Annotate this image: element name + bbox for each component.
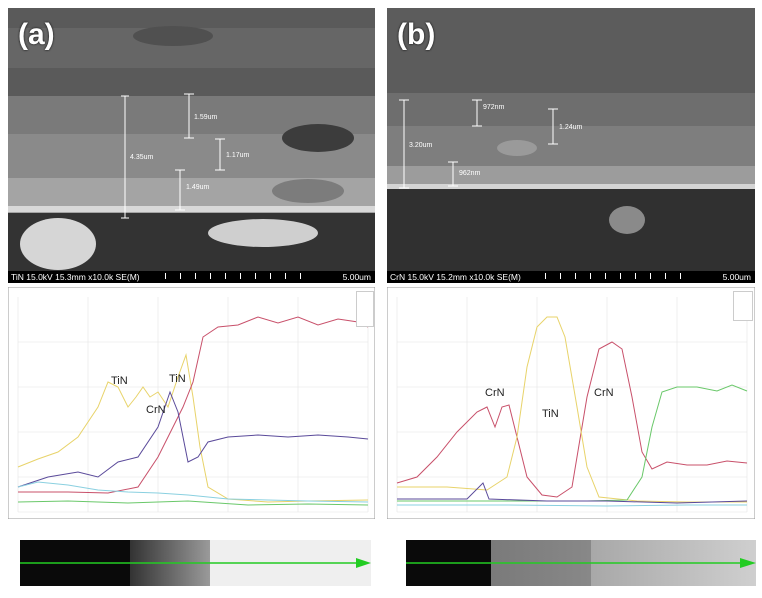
- series-line: [397, 316, 747, 503]
- profile-strip-b: [406, 540, 756, 586]
- sem-texture-b: [387, 8, 755, 273]
- measurement-label: 3.20um: [409, 142, 433, 149]
- sem-image-a: (a) 1.59um 4.35um 1.17um 1.49um TiN 15.: [8, 8, 375, 283]
- series-line: [397, 384, 748, 502]
- measurement-label: 962nm: [459, 170, 481, 177]
- panel-b: (b) 972nm 1.24um 3.20um 962nm CrN 15.0k: [381, 0, 762, 598]
- series-line: [17, 353, 369, 503]
- scan-arrow: [20, 558, 371, 568]
- line-profile-a: TiN TiN CrN: [8, 287, 375, 519]
- panel-label-a: (a): [18, 18, 55, 51]
- profile-strip-a: [20, 540, 371, 586]
- sem-info-text: CrN 15.0kV 15.2mm x10.0k SE(M): [390, 272, 521, 282]
- series-line: [18, 316, 369, 494]
- peak-label: TiN: [111, 375, 128, 387]
- sem-texture-a: [8, 8, 375, 273]
- panel-label-b: (b): [397, 18, 436, 51]
- series-line: [17, 481, 369, 503]
- scale-label: 5.00um: [342, 272, 371, 282]
- peak-label: CrN: [594, 387, 614, 399]
- peak-label: TiN: [542, 408, 559, 420]
- measurement-label: 972nm: [483, 104, 505, 111]
- peak-label: CrN: [485, 387, 505, 399]
- profile-graph-a: [8, 287, 375, 519]
- panel-a: (a) 1.59um 4.35um 1.17um 1.49um TiN 15.: [8, 8, 375, 586]
- peak-label: CrN: [146, 404, 166, 416]
- measurement-label: 1.59um: [194, 114, 218, 121]
- sem-image-b: (b) 972nm 1.24um 3.20um 962nm CrN 15.0k: [387, 8, 755, 283]
- scale-bar: [545, 273, 695, 279]
- legend-box: [733, 291, 753, 321]
- series-line: [17, 500, 369, 506]
- sem-info-bar-a: TiN 15.0kV 15.3mm x10.0k SE(M) 5.00um: [8, 271, 375, 283]
- measurement-label: 1.49um: [186, 184, 210, 191]
- sem-info-text: TiN 15.0kV 15.3mm x10.0k SE(M): [11, 272, 140, 282]
- series-line: [397, 504, 747, 507]
- scale-bar: [165, 273, 315, 279]
- line-profile-b: [387, 287, 755, 519]
- measurement-label: 1.17um: [226, 152, 250, 159]
- profile-graph-b: [387, 287, 755, 519]
- peak-label: TiN: [169, 373, 186, 385]
- measurement-label: 4.35um: [130, 154, 154, 161]
- sem-info-bar-b: CrN 15.0kV 15.2mm x10.0k SE(M) 5.00um: [387, 271, 755, 283]
- scan-arrow: [406, 558, 756, 568]
- series-line: [396, 341, 748, 498]
- series-line: [17, 390, 369, 488]
- series-line: [397, 482, 748, 504]
- measurement-label: 1.24um: [559, 124, 583, 131]
- scale-label: 5.00um: [722, 272, 751, 282]
- legend-box: [356, 291, 374, 327]
